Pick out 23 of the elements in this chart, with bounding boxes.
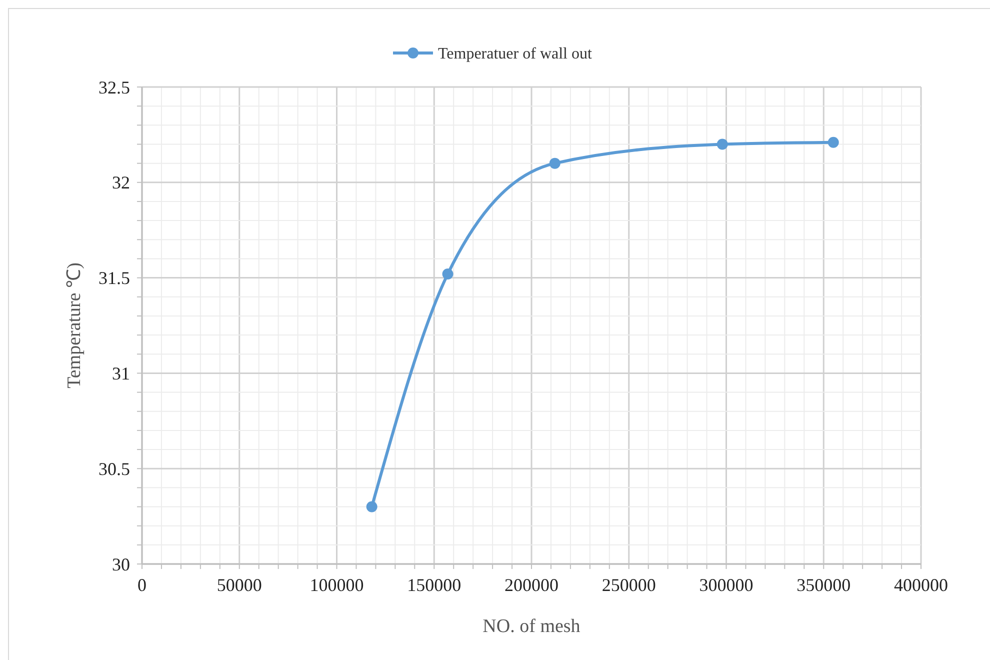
point	[828, 136, 839, 148]
legend-label: Temperatuer of wall out	[438, 46, 592, 63]
y-axis-title: Temperature ℃)	[64, 262, 85, 388]
y-tick-label: 31	[112, 364, 130, 384]
x-axis-title: NO. of mesh	[482, 616, 581, 637]
x-tick-label: 200000	[504, 575, 558, 595]
x-tick-label: 300000	[699, 575, 754, 595]
y-tick-label: 31.5	[98, 268, 130, 288]
point	[442, 268, 454, 280]
y-tick-label: 32.5	[98, 77, 130, 98]
x-tick-label: 350000	[796, 575, 851, 595]
x-tick-label: 250000	[602, 575, 656, 595]
point	[549, 158, 560, 169]
x-tick-label: 100000	[310, 575, 364, 595]
x-tick-label: 50000	[216, 575, 262, 595]
x-tick-label: 400000	[894, 575, 948, 595]
y-tick-label: 32	[112, 172, 130, 193]
y-tick-label: 30.5	[98, 458, 130, 479]
point	[716, 138, 728, 150]
y-tick-label: 30	[112, 554, 130, 574]
x-tick-label: 150000	[407, 575, 462, 595]
point	[366, 501, 378, 512]
x-tick-label: 0	[138, 575, 146, 595]
